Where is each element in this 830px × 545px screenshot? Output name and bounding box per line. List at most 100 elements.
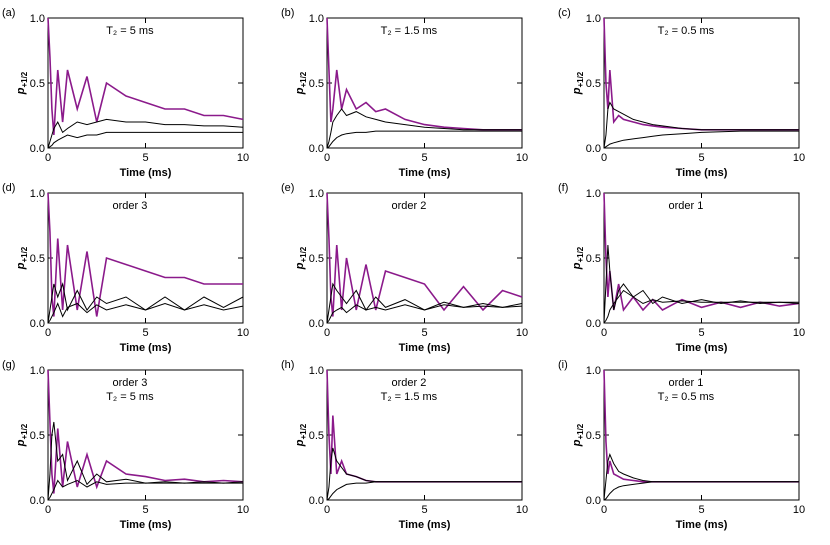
data-line — [603, 453, 799, 501]
panel-label: (g) — [2, 359, 15, 371]
x-axis-label: Time (ms) — [399, 342, 451, 354]
x-axis-label: Time (ms) — [676, 519, 728, 531]
panel-label: (f) — [558, 182, 568, 194]
plot-frame — [326, 369, 523, 501]
annotation: order 3 — [112, 200, 147, 212]
panel-label: (c) — [558, 7, 571, 19]
y-axis-label-sub: +1/2 — [576, 423, 585, 439]
x-tick-label: 0 — [45, 504, 51, 516]
panel: (g) 0 5 10 0.0 0.5 1.0 Time (ms) p+1/2 order 3 T₂ … — [2, 359, 249, 531]
x-tick-label: 0 — [324, 152, 330, 164]
x-tick-label: 5 — [142, 152, 148, 164]
plot-frame — [603, 17, 800, 149]
y-tick-label: 0.0 — [309, 318, 324, 330]
y-tick-label: 0.5 — [30, 430, 45, 442]
x-tick-label: 5 — [421, 327, 427, 339]
y-tick-label: 0.5 — [30, 253, 45, 265]
x-axis-label: Time (ms) — [120, 167, 172, 179]
y-axis-label-main: p — [294, 439, 306, 447]
x-tick-label: 10 — [237, 504, 249, 516]
y-axis-label: p+1/2 — [15, 246, 29, 270]
panel-label: (h) — [281, 359, 294, 371]
panel: (h) 0 5 10 0.0 0.5 1.0 Time (ms) p+1/2 order 2 T₂ … — [281, 359, 528, 531]
data-line — [603, 101, 799, 149]
panel: (i) 0 5 10 0.0 0.5 1.0 Time (ms) p+1/2 order 1 T₂ … — [558, 359, 805, 531]
y-tick-label: 1.0 — [309, 365, 324, 377]
y-axis-label-main: p — [15, 262, 27, 270]
data-line — [603, 130, 799, 149]
x-tick-label: 5 — [698, 504, 704, 516]
x-tick-label: 0 — [601, 504, 607, 516]
y-axis-label: p+1/2 — [294, 71, 308, 95]
data-line — [603, 289, 799, 324]
y-axis-label-sub: +1/2 — [299, 246, 308, 262]
data-line — [47, 118, 244, 149]
x-tick-label: 0 — [601, 152, 607, 164]
data-line — [326, 17, 522, 131]
data-line — [47, 282, 244, 324]
x-tick-label: 10 — [237, 327, 249, 339]
data-line — [603, 192, 800, 312]
y-axis-label: p+1/2 — [294, 423, 308, 447]
y-tick-label: 1.0 — [30, 188, 45, 200]
panel: (f) 0 5 10 0.0 0.5 1.0 Time (ms) p+1/2 order 1 — [558, 182, 805, 354]
y-axis-label: p+1/2 — [571, 423, 585, 447]
y-axis-label-sub: +1/2 — [299, 423, 308, 439]
annotation: order 2 — [391, 377, 426, 389]
data-line — [47, 131, 243, 149]
x-tick-label: 0 — [45, 152, 51, 164]
y-tick-label: 0.5 — [586, 78, 601, 90]
x-tick-label: 10 — [793, 504, 805, 516]
data-line — [326, 282, 523, 324]
x-tick-label: 10 — [237, 152, 249, 164]
x-tick-label: 10 — [516, 327, 528, 339]
x-tick-label: 5 — [421, 152, 427, 164]
plot-frame — [47, 17, 244, 149]
x-tick-label: 5 — [698, 152, 704, 164]
y-tick-label: 1.0 — [309, 13, 324, 25]
y-tick-label: 1.0 — [30, 365, 45, 377]
data-line — [326, 304, 523, 324]
y-axis-label-main: p — [571, 439, 583, 447]
data-line — [326, 447, 522, 501]
data-line — [326, 108, 522, 149]
data-line — [47, 302, 244, 324]
y-axis-label: p+1/2 — [571, 71, 585, 95]
annotation: order 1 — [668, 200, 703, 212]
y-tick-label: 0.0 — [309, 495, 324, 507]
y-tick-label: 0.5 — [30, 78, 45, 90]
data-line — [603, 244, 800, 324]
x-tick-label: 0 — [601, 327, 607, 339]
y-axis-label-main: p — [294, 87, 306, 95]
panel: (a) 0 5 10 0.0 0.5 1.0 Time (ms) p+1/2 T₂ = 5 ms — [2, 7, 249, 179]
y-axis-label-sub: +1/2 — [20, 423, 29, 439]
y-tick-label: 0.0 — [30, 143, 45, 155]
y-tick-label: 0.0 — [586, 318, 601, 330]
plot-frame — [326, 192, 523, 324]
y-tick-label: 0.5 — [586, 253, 601, 265]
annotation: T₂ = 5 ms — [106, 25, 154, 37]
panel-label: (a) — [2, 7, 15, 19]
y-axis-label: p+1/2 — [15, 423, 29, 447]
data-line — [326, 481, 522, 501]
x-tick-label: 5 — [142, 327, 148, 339]
data-line — [47, 421, 244, 501]
x-tick-label: 5 — [142, 504, 148, 516]
annotation: T₂ = 0.5 ms — [658, 391, 715, 403]
panel: (d) 0 5 10 0.0 0.5 1.0 Time (ms) p+1/2 order 3 — [2, 182, 249, 354]
y-tick-label: 0.0 — [309, 143, 324, 155]
y-tick-label: 1.0 — [586, 13, 601, 25]
y-tick-label: 0.0 — [30, 495, 45, 507]
panel-label: (i) — [558, 359, 568, 371]
x-axis-label: Time (ms) — [676, 342, 728, 354]
annotation: T₂ = 1.5 ms — [381, 391, 438, 403]
x-tick-label: 10 — [793, 327, 805, 339]
x-tick-label: 10 — [793, 152, 805, 164]
y-tick-label: 0.5 — [309, 253, 324, 265]
x-axis-label: Time (ms) — [676, 167, 728, 179]
y-tick-label: 1.0 — [309, 188, 324, 200]
y-tick-label: 0.5 — [309, 430, 324, 442]
panel: (e) 0 5 10 0.0 0.5 1.0 Time (ms) p+1/2 order 2 — [281, 182, 528, 354]
x-axis-label: Time (ms) — [120, 519, 172, 531]
